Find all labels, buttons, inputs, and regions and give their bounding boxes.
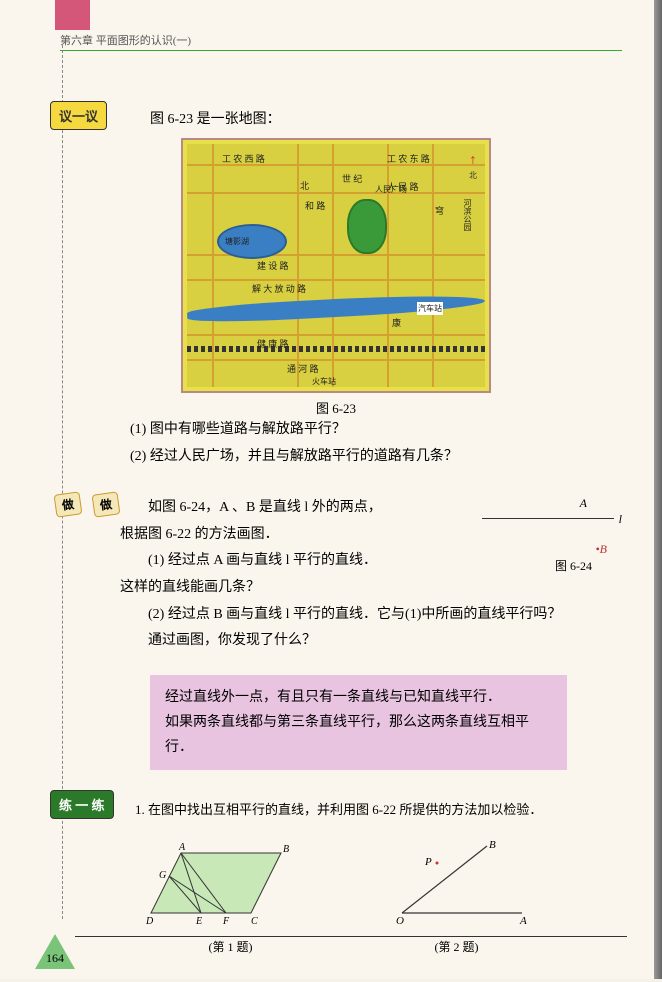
section-zuo: 做 做 A l •B 图 6-24 如图 6-24，A 、B 是直线 l 外的两… bbox=[50, 495, 622, 655]
practice-badge: 练 一 练 bbox=[50, 790, 114, 819]
figure-q1: A B C D E F G (第 1 题) bbox=[141, 838, 321, 955]
railway-icon bbox=[187, 346, 485, 352]
svg-text:B: B bbox=[283, 844, 289, 855]
line-l-label: l bbox=[619, 508, 622, 531]
footer-line bbox=[75, 936, 627, 937]
discuss-intro: 图 6-23 是一张地图： bbox=[150, 108, 622, 128]
park-icon bbox=[347, 199, 387, 254]
map-figure: ↑北 工 农 西 路 工 农 东 路 世 纪 人 民 路 bbox=[181, 138, 491, 393]
svg-text:E: E bbox=[195, 916, 202, 927]
zuo-badge-2: 做 bbox=[92, 491, 121, 517]
zuo-line4: 这样的直线能画几条？ bbox=[120, 575, 622, 602]
tab-marker bbox=[55, 0, 90, 30]
svg-text:G: G bbox=[159, 870, 166, 881]
zuo-line5: (2) 经过点 B 画与直线 l 平行的直线．它与(1)中所画的直线平行吗？ bbox=[120, 602, 622, 629]
fig1-caption: (第 1 题) bbox=[141, 938, 321, 955]
fig2-caption: (第 2 题) bbox=[382, 938, 532, 955]
point-a-label: A bbox=[580, 492, 587, 515]
svg-text:P: P bbox=[424, 856, 432, 868]
svg-text:D: D bbox=[145, 916, 154, 927]
line-l bbox=[482, 518, 614, 519]
discuss-badge: 议一议 bbox=[50, 101, 107, 130]
map-caption: 图 6-23 bbox=[50, 398, 622, 417]
discuss-q1: (1) 图中有哪些道路与解放路平行？ bbox=[130, 417, 622, 444]
theorem-line2: 如果两条直线都与第三条直线平行，那么这两条直线互相平行． bbox=[165, 710, 552, 760]
chapter-header: 第六章 平面图形的认识(一) bbox=[60, 32, 622, 51]
compass-icon: ↑北 bbox=[469, 152, 477, 181]
svg-text:C: C bbox=[251, 916, 258, 927]
svg-text:A: A bbox=[519, 915, 527, 927]
textbook-page: 第六章 平面图形的认识(一) 议一议 图 6-23 是一张地图： ↑北 bbox=[0, 0, 662, 979]
figure-6-24: A l •B 图 6-24 bbox=[482, 490, 622, 565]
svg-text:F: F bbox=[222, 916, 230, 927]
theorem-line1: 经过直线外一点，有且只有一条直线与已知直线平行． bbox=[165, 685, 552, 710]
section-discuss: 议一议 图 6-23 是一张地图： ↑北 工 农 西 路 bbox=[50, 101, 622, 470]
theorem-highlight: 经过直线外一点，有且只有一条直线与已知直线平行． 如果两条直线都与第三条直线平行… bbox=[150, 675, 567, 771]
zuo-line6: 通过画图，你发现了什么？ bbox=[120, 628, 622, 655]
svg-text:O: O bbox=[396, 915, 404, 927]
practice-q1: 1. 在图中找出互相平行的直线，并利用图 6-22 所提供的方法加以检验． bbox=[135, 799, 622, 818]
svg-text:B: B bbox=[489, 839, 496, 851]
figure-q2: P B O A (第 2 题) bbox=[382, 838, 532, 955]
zuo-badge-1: 做 bbox=[54, 491, 83, 517]
section-practice: 练 一 练 1. 在图中找出互相平行的直线，并利用图 6-22 所提供的方法加以… bbox=[50, 790, 622, 955]
point-b-label: •B bbox=[595, 538, 607, 561]
fig624-caption: 图 6-24 bbox=[555, 555, 592, 578]
book-spine bbox=[654, 0, 662, 979]
svg-text:A: A bbox=[178, 842, 186, 853]
discuss-q2: (2) 经过人民广场，并且与解放路平行的道路有几条？ bbox=[130, 444, 622, 471]
